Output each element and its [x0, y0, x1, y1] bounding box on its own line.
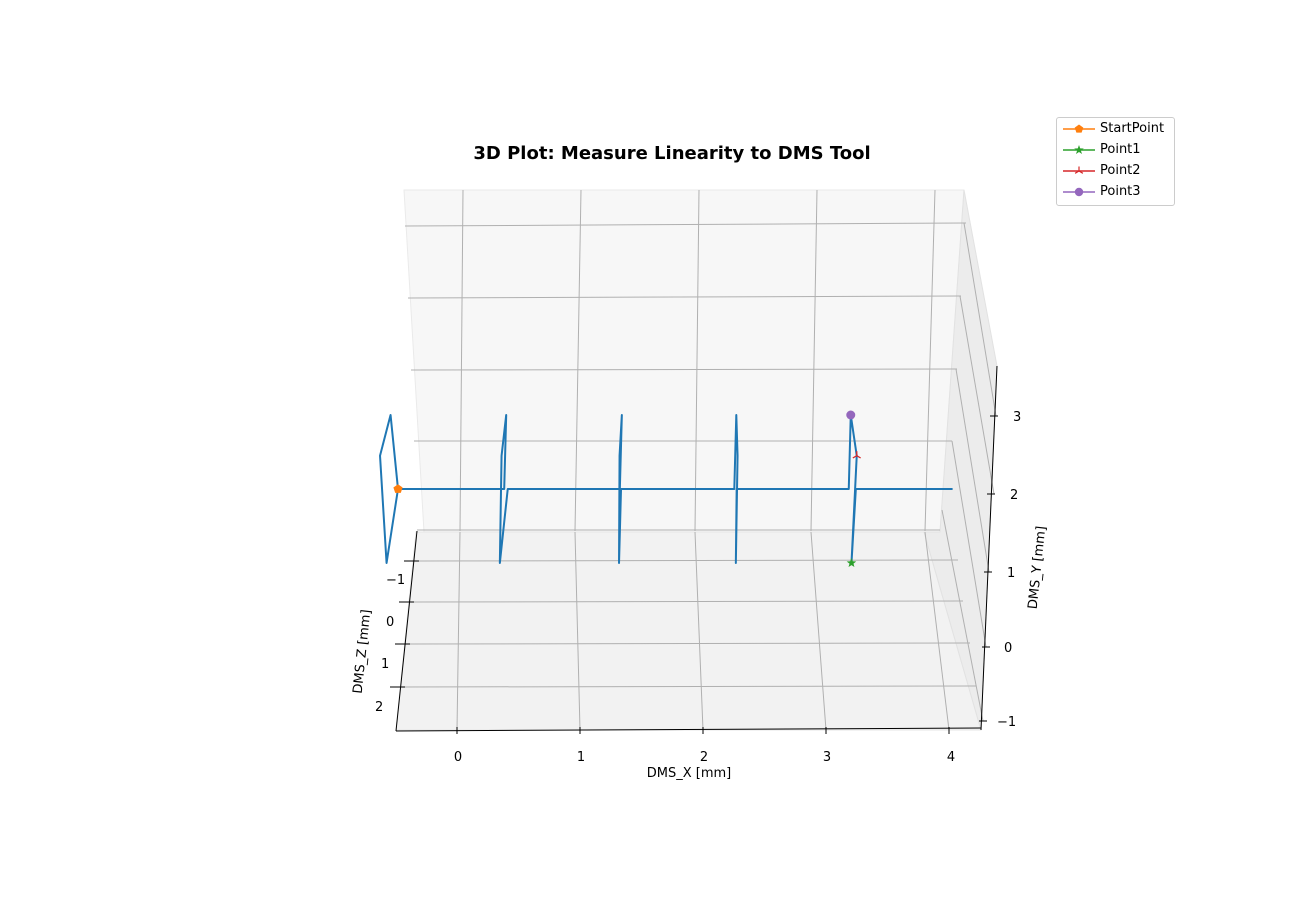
legend-item-point3: Point3 — [1057, 182, 1174, 202]
side-grid — [941, 509, 984, 722]
y-tick-label: 2 — [1010, 488, 1018, 503]
floor-hgrid — [414, 559, 959, 562]
back-vgrid — [459, 189, 464, 532]
legend-label: StartPoint — [1100, 121, 1165, 136]
back-vgrid — [574, 189, 582, 532]
y-axis-label: DMS_Y [mm] — [1026, 525, 1050, 610]
x-axis-line — [395, 727, 982, 732]
back-vgrid — [810, 189, 818, 532]
back-vgrid — [694, 189, 700, 532]
y-tick-label: 0 — [1004, 641, 1012, 656]
side-grid — [959, 295, 995, 495]
axis-lines — [390, 365, 998, 734]
side-grid — [951, 440, 987, 648]
plot-series — [379, 410, 953, 567]
side-grid — [955, 368, 990, 573]
legend-label: Point2 — [1100, 163, 1141, 178]
legend-item-point2: Point2 — [1057, 161, 1174, 181]
marker-point1 — [846, 558, 857, 567]
trajectory-line — [379, 414, 953, 564]
marker-point3 — [846, 410, 856, 420]
y-tick-label: 1 — [1007, 566, 1015, 581]
axes-panes — [395, 189, 998, 731]
side-pane — [923, 189, 998, 731]
x-axis-label: DMS_X [mm] — [647, 766, 732, 781]
z-axis-line — [395, 530, 418, 732]
marker-point2 — [852, 451, 861, 459]
z-tick-label: 2 — [375, 700, 383, 715]
floor-pane — [395, 531, 982, 731]
floor-vgrid — [456, 531, 461, 731]
back-hgrid — [404, 222, 967, 227]
x-tick-label: 4 — [947, 750, 955, 765]
floor-hgrid — [409, 600, 964, 603]
chart-title: 3D Plot: Measure Linearity to DMS Tool — [473, 143, 870, 164]
z-tick-label: 0 — [386, 615, 394, 630]
back-hgrid — [410, 368, 958, 371]
legend-item-point1: Point1 — [1057, 140, 1174, 160]
legend-item-startpoint: StartPoint — [1057, 119, 1174, 139]
floor-vgrid — [694, 531, 704, 731]
marker-startpoint — [393, 484, 403, 493]
floor-vgrid — [924, 531, 950, 731]
floor-vgrid — [574, 531, 581, 731]
x-tick-label: 0 — [454, 750, 462, 765]
y-tick-label: 3 — [1013, 410, 1021, 425]
floor-hgrid — [404, 642, 971, 645]
z-axis-label: DMS_Z [mm] — [351, 609, 375, 695]
x-tick-label: 3 — [823, 750, 831, 765]
legend: StartPoint Point1 Point2 Point3 — [1056, 117, 1175, 206]
back-pane — [403, 189, 965, 533]
legend-label: Point3 — [1100, 184, 1141, 199]
z-tick-label: −1 — [386, 573, 405, 588]
y-tick-label: −1 — [997, 715, 1016, 730]
z-tick-label: 1 — [381, 657, 389, 672]
y-axis-line — [980, 365, 998, 731]
back-vgrid — [924, 189, 936, 532]
x-tick-label: 1 — [577, 750, 585, 765]
side-grid — [963, 222, 997, 417]
back-hgrid — [407, 295, 962, 299]
floor-vgrid — [810, 531, 827, 731]
x-tick-label: 2 — [700, 750, 708, 765]
legend-label: Point1 — [1100, 142, 1141, 157]
floor-hgrid — [399, 685, 977, 688]
